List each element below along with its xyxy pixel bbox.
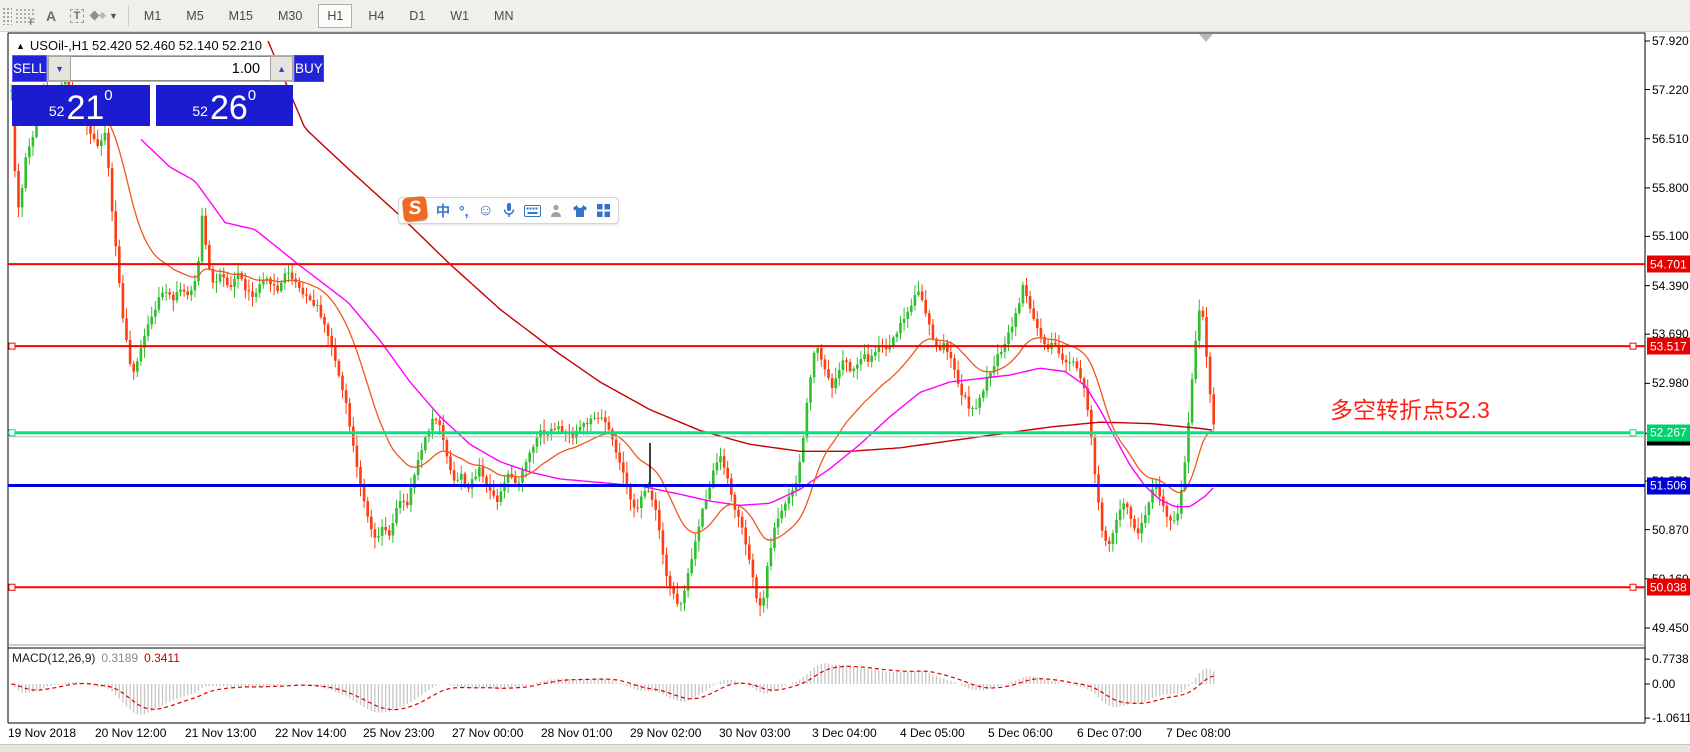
skin-shirt-icon[interactable] (572, 204, 588, 218)
punctuation-icon[interactable]: °, (459, 202, 469, 219)
skin-person-icon[interactable] (550, 204, 563, 218)
timeframe-h1[interactable]: H1 (318, 3, 353, 28)
candles-layer (10, 72, 1215, 617)
shapes-icon[interactable]: ▼ (89, 4, 118, 28)
main-pane (10, 40, 1215, 617)
top-toolbar: F A T ▼ M1 M5 M15 M30 H1 H4 D1 W1 MN (0, 0, 1690, 32)
timeframe-m1[interactable]: M1 (143, 8, 162, 23)
window-footer (0, 744, 1690, 752)
timeframe-bar: M1 M5 M15 M30 H1 H4 D1 W1 MN (135, 3, 523, 28)
bid-price-tile[interactable]: 52 21 0 (12, 85, 150, 126)
sogou-logo-icon[interactable]: S (401, 195, 429, 222)
timeframe-m15[interactable]: M15 (228, 8, 253, 23)
macd-pane (11, 663, 1215, 715)
volume-up-button[interactable]: ▲ (270, 56, 294, 81)
volume-input[interactable] (71, 56, 271, 81)
volume-spinner: ▼ ▲ (47, 55, 295, 82)
toolbar-separator (127, 4, 129, 27)
timeframe-m30[interactable]: M30 (278, 8, 303, 23)
keyboard-icon[interactable] (523, 204, 541, 217)
timeframe-w1[interactable]: W1 (450, 8, 470, 23)
timeframe-d1[interactable]: D1 (409, 8, 426, 23)
dropdown-caret-icon: ▼ (109, 10, 118, 21)
sell-button[interactable]: SELL (12, 55, 48, 82)
chinese-mode-icon[interactable]: 中 (436, 202, 450, 219)
toolbox-grid-icon[interactable] (596, 204, 610, 217)
indicators-grid-icon[interactable]: F (12, 4, 38, 28)
emoji-icon[interactable]: ☺ (477, 201, 494, 219)
sogou-input-toolbar: S 中 °, ☺ (398, 195, 619, 224)
voice-input-icon[interactable] (503, 203, 515, 218)
toolbar-drag-handle[interactable] (2, 6, 12, 25)
timeframe-mn[interactable]: MN (494, 8, 514, 23)
volume-down-button[interactable]: ▼ (48, 56, 72, 81)
buy-button[interactable]: BUY (294, 55, 324, 82)
timeframe-h4[interactable]: H4 (368, 8, 385, 23)
timeframe-m5[interactable]: M5 (186, 8, 204, 23)
ask-price-tile[interactable]: 52 26 0 (155, 85, 293, 126)
cursor-a-icon[interactable]: A (45, 7, 57, 24)
text-label-icon[interactable]: T (64, 4, 90, 28)
